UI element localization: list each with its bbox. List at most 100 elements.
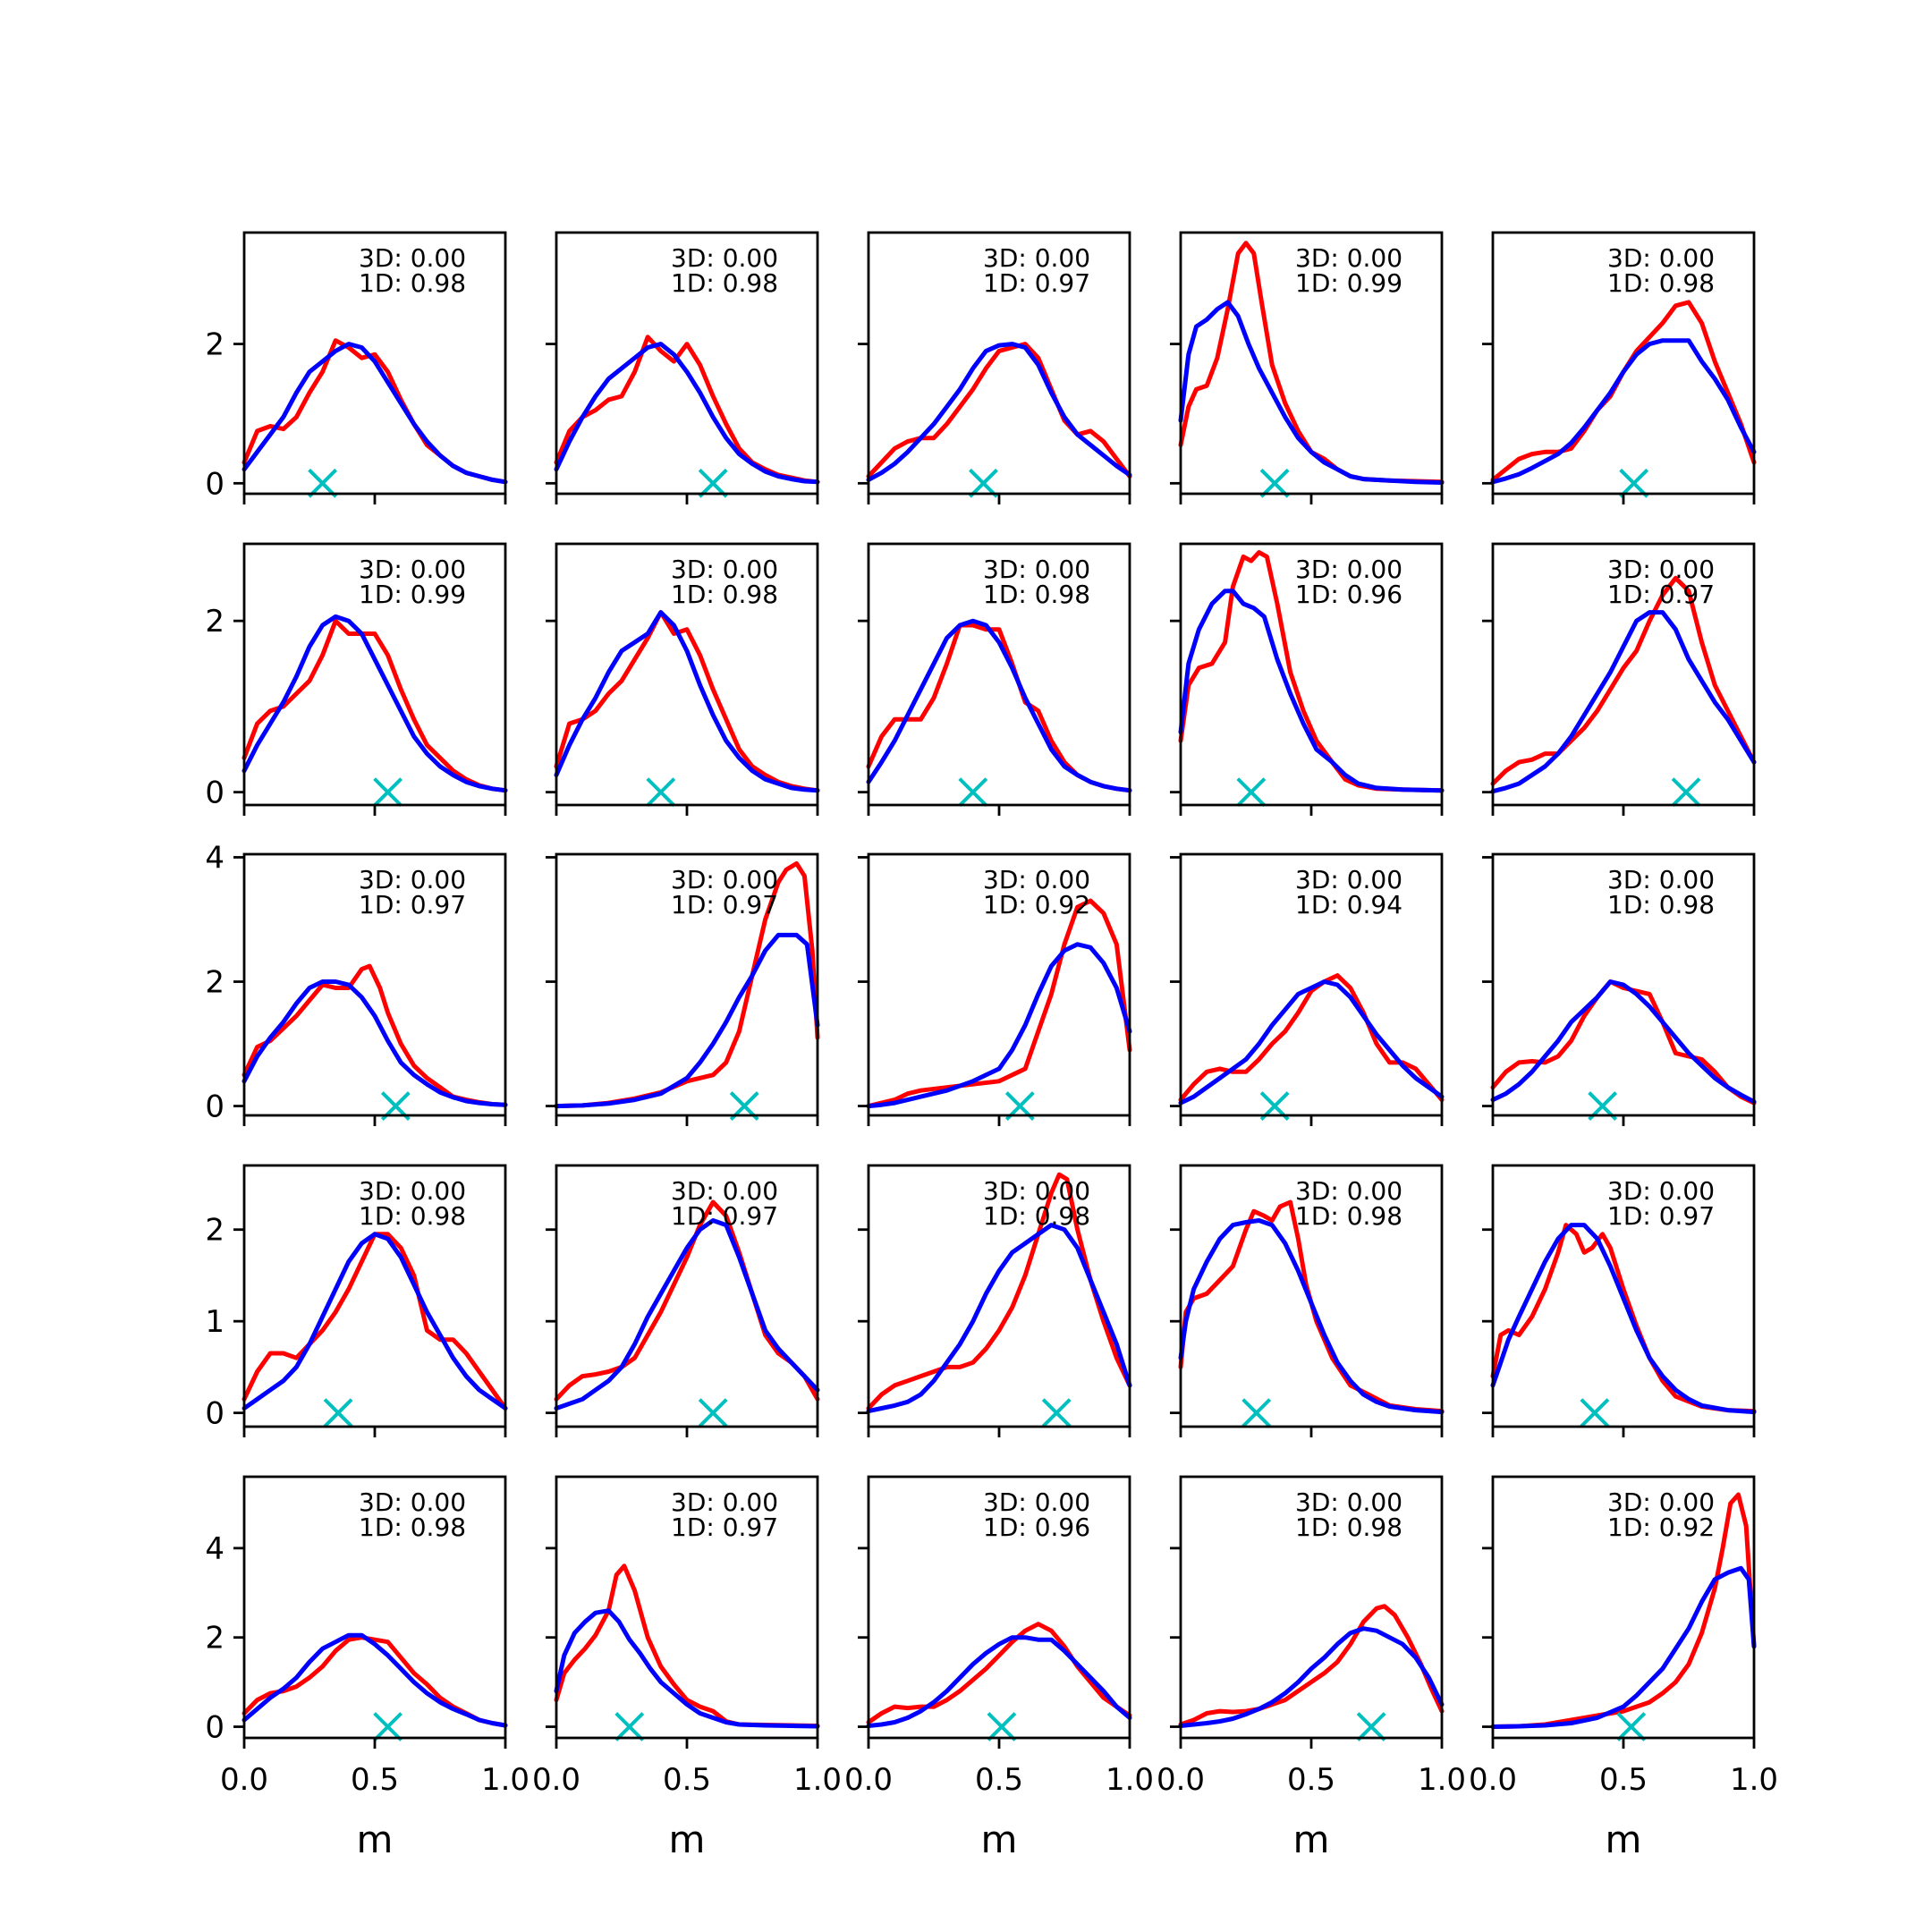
blue-series-line (1490, 979, 1757, 1105)
x-marker (987, 1712, 1017, 1741)
x-marker-stroke (1241, 1398, 1272, 1428)
x-axis-label: m (981, 1818, 1018, 1861)
y-tick-label: 0 (205, 466, 225, 502)
blue-series-line (242, 979, 508, 1107)
x-marker-stroke (1356, 1712, 1386, 1741)
x-marker (698, 468, 728, 498)
x-marker-stroke (987, 1712, 1017, 1741)
annotation-1d: 1D: 0.97 (1607, 1201, 1715, 1231)
x-tick-label: 1.0 (481, 1762, 530, 1798)
x-axis-label: m (1606, 1818, 1642, 1861)
red-series-line (866, 342, 1132, 479)
blue-series-line (242, 614, 508, 793)
blue-series-line (866, 618, 1132, 793)
x-marker-stroke (1616, 1712, 1647, 1741)
x-marker (308, 468, 338, 498)
blue-series-line (1178, 1218, 1445, 1415)
annotation-1d: 1D: 0.98 (359, 268, 466, 298)
annotation-1d: 1D: 0.98 (1607, 268, 1715, 298)
blue-series-line (242, 1632, 508, 1728)
x-marker (1619, 468, 1649, 498)
annotation-3d: 3D: 0.00 (1295, 1487, 1402, 1517)
x-marker (373, 777, 403, 808)
x-tick-label: 1.0 (1418, 1762, 1466, 1798)
annotation-3d: 3D: 0.00 (1607, 1176, 1715, 1206)
annotation-3d: 3D: 0.00 (983, 1487, 1090, 1517)
annotation-1d: 1D: 0.99 (359, 580, 466, 609)
blue-series-line (1490, 1565, 1757, 1729)
x-tick-label: 0.5 (975, 1762, 1023, 1798)
annotation-1d: 1D: 0.98 (359, 1513, 466, 1542)
annotation-1d: 1D: 0.98 (671, 268, 778, 298)
x-tick-label: 0.0 (532, 1762, 580, 1798)
x-tick-label: 0.5 (1287, 1762, 1335, 1798)
blue-series-line (1490, 610, 1757, 794)
blue-series-line (1178, 1626, 1445, 1728)
blue-series-line (866, 1223, 1132, 1414)
x-tick-label: 0.0 (1469, 1762, 1517, 1798)
y-tick-label: 1 (205, 1304, 225, 1340)
x-marker (373, 1712, 403, 1741)
x-marker-stroke (308, 468, 338, 498)
blue-series-line (1490, 338, 1757, 485)
x-tick-label: 0.5 (663, 1762, 711, 1798)
x-marker-stroke (1041, 1398, 1072, 1428)
y-tick-label: 2 (205, 1213, 225, 1249)
annotation-3d: 3D: 0.00 (1295, 865, 1402, 894)
red-series-line (1490, 575, 1757, 786)
red-series-line (1490, 979, 1757, 1106)
annotation-1d: 1D: 0.97 (671, 1513, 778, 1542)
red-series-line (866, 1622, 1132, 1724)
x-marker-stroke (698, 1398, 728, 1428)
x-marker (1241, 1398, 1272, 1428)
y-tick-label: 2 (205, 1621, 225, 1657)
y-tick-label: 2 (205, 604, 225, 640)
annotation-3d: 3D: 0.00 (1295, 1176, 1402, 1206)
annotation-3d: 3D: 0.00 (1295, 243, 1402, 273)
annotation-3d: 3D: 0.00 (1295, 555, 1402, 584)
annotation-1d: 1D: 0.99 (1295, 268, 1402, 298)
annotation-3d: 3D: 0.00 (671, 555, 778, 584)
x-tick-label: 0.0 (1157, 1762, 1205, 1798)
x-tick-label: 0.0 (844, 1762, 893, 1798)
x-marker (958, 777, 988, 808)
annotation-1d: 1D: 0.98 (983, 580, 1090, 609)
blue-series-line (554, 1608, 820, 1729)
red-series-line (1178, 1604, 1445, 1727)
annotation-3d: 3D: 0.00 (1607, 555, 1715, 584)
annotation-3d: 3D: 0.00 (671, 1176, 778, 1206)
blue-series-line (242, 1232, 508, 1411)
blue-series-line (242, 342, 508, 485)
y-tick-label: 2 (205, 965, 225, 1001)
x-marker-stroke (1619, 468, 1649, 498)
red-series-line (866, 898, 1132, 1109)
red-series-line (554, 1199, 820, 1402)
blue-series-line (554, 932, 820, 1109)
annotation-1d: 1D: 0.97 (1607, 580, 1715, 609)
annotation-3d: 3D: 0.00 (983, 1176, 1090, 1206)
annotation-1d: 1D: 0.97 (359, 890, 466, 919)
blue-series-line (866, 342, 1132, 482)
annotation-1d: 1D: 0.98 (1295, 1513, 1402, 1542)
annotation-1d: 1D: 0.98 (359, 1201, 466, 1231)
x-tick-label: 0.5 (351, 1762, 399, 1798)
annotation-3d: 3D: 0.00 (359, 555, 466, 584)
x-marker-stroke (373, 1712, 403, 1741)
